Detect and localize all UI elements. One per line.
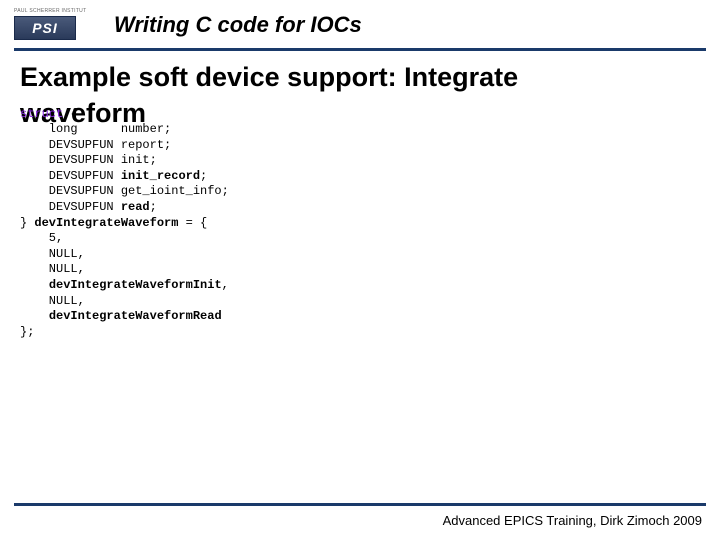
code-text: NULL, <box>20 262 85 276</box>
code-bold: devIntegrateWaveformInit <box>49 278 222 292</box>
code-text: ; <box>150 200 157 214</box>
code-text: NULL, <box>20 247 85 261</box>
code-keyword: struct <box>20 107 63 121</box>
code-text: DEVSUPFUN get_ioint_info; <box>20 184 229 198</box>
code-text <box>20 278 49 292</box>
code-text <box>20 309 49 323</box>
logo-box: PSI <box>14 16 76 40</box>
code-bold: devIntegrateWaveform <box>34 216 178 230</box>
code-text: NULL, <box>20 294 85 308</box>
code-text: DEVSUPFUN init; <box>20 153 157 167</box>
psi-logo: PAUL SCHERRER INSTITUT PSI <box>14 8 94 42</box>
code-bold: devIntegrateWaveformRead <box>49 309 222 323</box>
code-text: DEVSUPFUN <box>20 200 121 214</box>
code-bold: read <box>121 200 150 214</box>
logo-box-text: PSI <box>32 20 58 36</box>
code-text: DEVSUPFUN <box>20 169 121 183</box>
code-text: , <box>222 278 229 292</box>
header: PAUL SCHERRER INSTITUT PSI Writing C cod… <box>0 0 720 42</box>
footer-text: Advanced EPICS Training, Dirk Zimoch 200… <box>443 513 702 528</box>
code-bold: init_record <box>121 169 200 183</box>
code-text: }; <box>20 325 34 339</box>
code-text: { <box>63 107 77 121</box>
code-text: long number; <box>20 122 171 136</box>
logo-top-text: PAUL SCHERRER INSTITUT <box>14 8 86 14</box>
code-text: = { <box>178 216 207 230</box>
code-text: ; <box>200 169 207 183</box>
code-text: 5, <box>20 231 63 245</box>
code-text: DEVSUPFUN report; <box>20 138 171 152</box>
footer-rule <box>14 503 706 506</box>
slide-title-line1: Example soft device support: Integrate <box>20 61 700 95</box>
header-title: Writing C code for IOCs <box>114 12 362 38</box>
code-text: } <box>20 216 34 230</box>
slide-body: Example soft device support: Integrate w… <box>0 51 720 340</box>
code-block: struct { long number; DEVSUPFUN report; … <box>20 107 700 341</box>
